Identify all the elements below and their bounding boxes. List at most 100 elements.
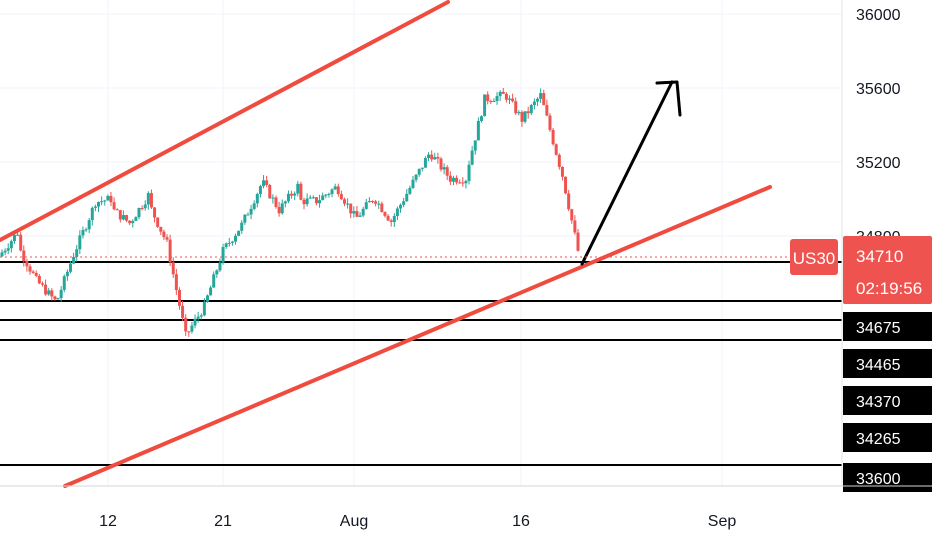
candle-body xyxy=(470,150,474,165)
candle-body xyxy=(19,234,23,251)
candle-body xyxy=(16,234,20,236)
candle-body xyxy=(467,164,471,181)
level-price-label: 34675 xyxy=(856,320,901,337)
candle-body xyxy=(408,187,412,194)
candle-body xyxy=(215,270,219,275)
candle-body xyxy=(314,197,318,204)
candle-body xyxy=(371,201,375,203)
channel-upper-trendline xyxy=(0,0,450,242)
candle-body xyxy=(202,301,206,316)
candle-body xyxy=(22,250,26,262)
candle-body xyxy=(112,202,116,210)
level-price-label: 34265 xyxy=(856,431,901,448)
candle-body xyxy=(439,158,443,170)
candle-body xyxy=(280,203,284,214)
level-label-bg xyxy=(843,312,932,341)
candle-body xyxy=(501,91,505,94)
candle-body xyxy=(411,179,415,188)
candle-body xyxy=(62,276,66,290)
candle-body xyxy=(199,315,203,317)
candle-body xyxy=(125,215,129,221)
candle-body xyxy=(492,101,496,103)
candle-body xyxy=(165,237,169,240)
candle-body xyxy=(205,295,209,302)
candle-body xyxy=(174,274,178,291)
candle-body xyxy=(137,208,141,218)
candle-body xyxy=(355,211,359,217)
candle-body xyxy=(321,195,325,201)
candle-body xyxy=(324,194,328,196)
last-price-badge: 34710 02:19:56 xyxy=(843,236,932,304)
candle-body xyxy=(262,180,266,187)
candle-body xyxy=(358,215,362,217)
candle-body xyxy=(436,157,440,159)
candle-body xyxy=(246,214,250,216)
candle-body xyxy=(277,206,281,214)
symbol-badge[interactable]: US30 xyxy=(790,239,838,275)
candle-body xyxy=(90,207,94,221)
channel-lower-trendline xyxy=(63,185,772,488)
candle-body xyxy=(557,154,561,167)
candle-body xyxy=(336,186,340,195)
candlestick-series xyxy=(0,87,580,337)
candle-body xyxy=(423,158,427,168)
candle-body xyxy=(72,256,76,264)
candle-body xyxy=(311,197,315,199)
candle-body xyxy=(427,154,431,159)
candle-body xyxy=(529,105,533,114)
candle-body xyxy=(464,180,468,184)
candle-body xyxy=(81,230,85,236)
candle-body xyxy=(37,275,41,284)
candle-body xyxy=(159,226,163,232)
candle-body xyxy=(106,195,110,201)
grid-lines xyxy=(0,0,842,486)
candle-body xyxy=(392,216,396,223)
candle-body xyxy=(349,203,353,214)
candle-body xyxy=(305,198,309,205)
candle-body xyxy=(255,193,259,204)
candle-body xyxy=(84,229,88,231)
candle-body xyxy=(339,194,343,200)
candle-body xyxy=(489,101,493,103)
symbol-badge-bg xyxy=(790,239,838,275)
candle-body xyxy=(417,168,421,175)
candle-body xyxy=(196,316,200,319)
level-label-bg xyxy=(843,386,932,415)
candle-body xyxy=(162,231,166,238)
candle-body xyxy=(420,167,424,169)
time-tick-label: 16 xyxy=(512,513,530,530)
candle-body xyxy=(548,115,552,130)
candle-body xyxy=(476,120,480,141)
candle-body xyxy=(230,241,234,243)
candle-body xyxy=(168,239,172,263)
price-tick-label: 36000 xyxy=(856,7,901,24)
candle-body xyxy=(140,208,144,210)
candle-body xyxy=(75,249,79,257)
candle-body xyxy=(0,252,4,257)
candle-body xyxy=(514,101,518,114)
candle-body xyxy=(442,167,446,170)
candle-body xyxy=(498,91,502,97)
candle-body xyxy=(224,243,228,248)
horizontal-levels xyxy=(0,261,842,466)
time-tick-label: Sep xyxy=(708,513,737,530)
candle-body xyxy=(386,215,390,221)
candle-body xyxy=(209,287,213,296)
candle-body xyxy=(479,116,483,121)
candle-body xyxy=(473,140,477,151)
trend-drawings xyxy=(0,0,772,488)
candle-body xyxy=(249,208,253,215)
last-price-badge-bg xyxy=(843,236,932,304)
candle-body xyxy=(218,262,222,271)
candle-body xyxy=(115,209,119,211)
candle-body xyxy=(486,94,490,102)
level-label-bg xyxy=(843,349,932,378)
candle-body xyxy=(517,112,521,114)
candle-body xyxy=(567,193,571,210)
candle-body xyxy=(573,220,577,233)
candle-body xyxy=(564,176,568,194)
candle-body xyxy=(268,185,272,199)
candle-body xyxy=(377,203,381,205)
candle-body xyxy=(31,271,35,273)
candle-body xyxy=(576,232,580,251)
